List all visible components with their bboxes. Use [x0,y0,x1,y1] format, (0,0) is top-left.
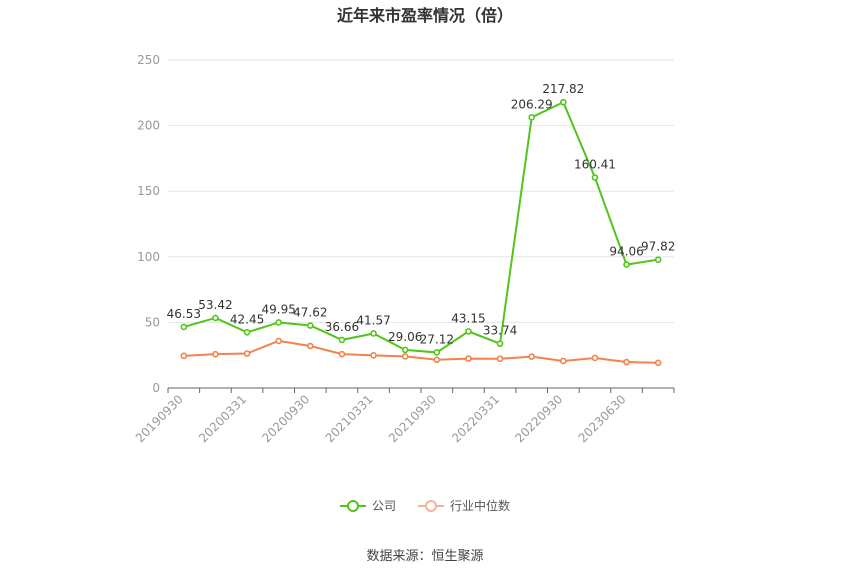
company-point [433,349,441,356]
industry-point [243,350,251,357]
series-layer [180,98,662,367]
data-label: 36.66 [325,320,359,334]
legend-industry-label: 行业中位数 [450,499,511,513]
legend-company-marker-icon [339,499,366,512]
data-label: 97.82 [641,240,675,254]
y-tick-label: 0 [152,381,160,395]
data-label: 53.42 [198,298,232,312]
source-note: 数据来源：恒生聚源 [366,549,484,564]
data-label: 206.29 [511,97,553,111]
company-point [560,98,567,106]
company-point [401,346,409,354]
data-label: 217.82 [542,82,584,96]
industry-point [623,358,630,366]
industry-point [560,357,567,365]
industry-point [212,350,219,358]
series-line-industry [183,339,659,364]
y-tick-label: 250 [137,53,160,67]
company-point [496,340,504,348]
company-point [338,336,346,344]
company-point [591,174,599,181]
industry-point [275,337,282,345]
company-point [275,319,282,326]
company-point [370,330,377,337]
company-point [623,261,630,268]
legend-industry-marker-icon [418,499,444,512]
industry-point [401,353,409,360]
y-tick-label: 200 [137,119,160,133]
data-label: 43.15 [451,311,485,325]
company-point [243,329,251,336]
grid-lines [168,59,674,323]
company-point [307,322,314,329]
industry-point [528,353,535,360]
company-point [654,256,662,263]
data-label: 27.12 [420,332,454,346]
company-point [212,314,219,322]
x-tick-label: 20230630 [576,392,629,445]
x-tick-label: 20210930 [386,392,439,445]
x-tick-label: 20190930 [133,392,186,445]
legend: 公司 行业中位数 [0,497,850,514]
y-tick-label: 50 [145,315,160,329]
chart-title: 近年来市盈率情况（倍） [336,6,513,25]
x-tick-label: 20200930 [259,392,312,445]
series-line-company [183,100,659,354]
industry-point [465,355,472,362]
x-tick-label: 20200331 [196,392,249,445]
y-tick-label: 100 [137,250,160,264]
industry-point [433,356,441,364]
industry-point [654,359,662,367]
legend-item-industry[interactable]: 行业中位数 [418,497,510,514]
data-label: 41.57 [356,313,390,327]
company-point [465,328,472,335]
company-point [180,323,188,331]
x-tick-label: 20210331 [323,392,376,445]
data-label: 42.45 [230,312,264,326]
data-label: 160.41 [574,158,616,172]
data-label: 94.06 [609,245,643,259]
industry-point [496,355,504,363]
legend-company-label: 公司 [371,499,396,513]
data-label: 47.62 [293,306,327,320]
x-tick-label: 20220930 [512,392,565,445]
data-label: 29.06 [388,330,422,344]
legend-item-company[interactable]: 公司 [339,497,396,514]
industry-point [307,342,314,350]
industry-point [591,354,599,362]
industry-point [370,352,377,359]
x-tick-label: 20220331 [449,392,502,445]
company-point [528,114,535,121]
data-label: 33.74 [483,324,517,338]
data-label: 49.95 [262,302,296,316]
industry-point [338,350,346,358]
data-label: 46.53 [167,307,201,321]
industry-point [180,352,188,360]
y-tick-label: 150 [137,184,160,198]
